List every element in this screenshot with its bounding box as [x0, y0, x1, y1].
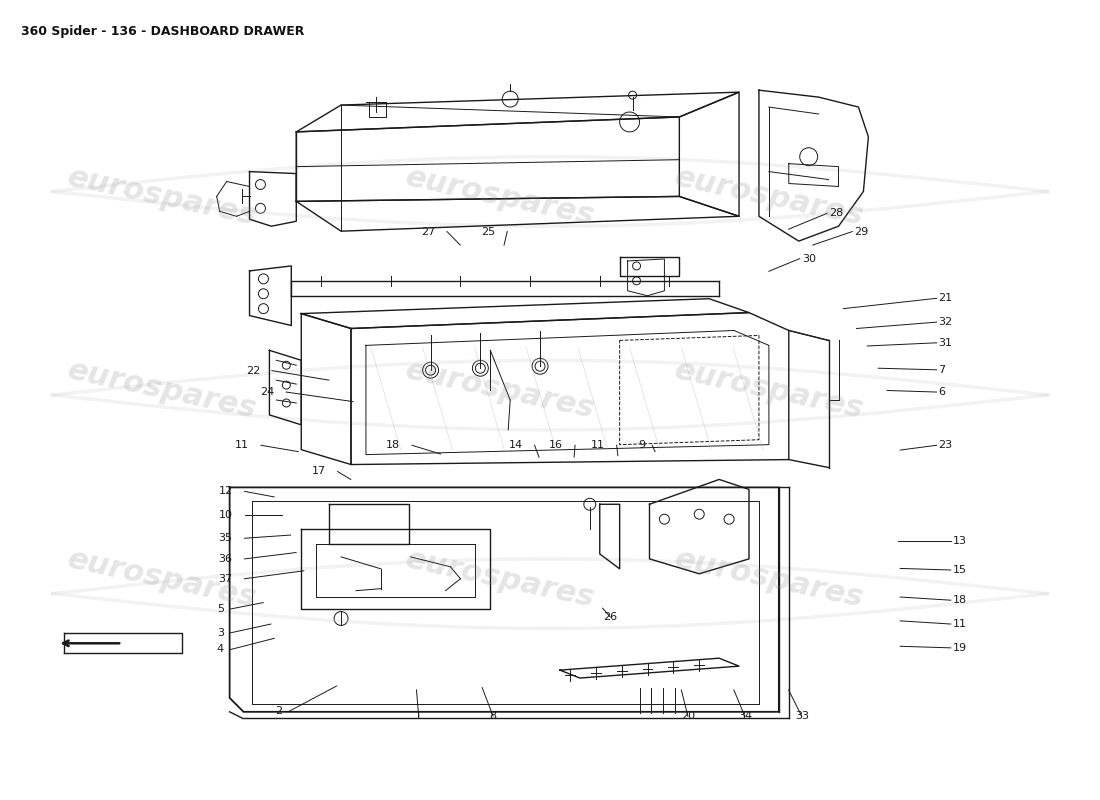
- Text: eurospares: eurospares: [403, 356, 597, 424]
- Text: 4: 4: [217, 645, 224, 654]
- Text: 12: 12: [219, 486, 232, 496]
- Text: 26: 26: [603, 612, 617, 622]
- Text: 37: 37: [219, 574, 232, 584]
- Text: 13: 13: [953, 537, 967, 546]
- Text: 11: 11: [953, 619, 967, 629]
- Text: eurospares: eurospares: [65, 162, 260, 230]
- Text: 25: 25: [481, 226, 495, 237]
- Text: 29: 29: [855, 226, 869, 237]
- Text: 10: 10: [219, 510, 232, 520]
- Text: 30: 30: [802, 254, 816, 263]
- Text: 6: 6: [938, 387, 946, 397]
- Text: 360 Spider - 136 - DASHBOARD DRAWER: 360 Spider - 136 - DASHBOARD DRAWER: [21, 25, 304, 38]
- Text: 3: 3: [217, 628, 224, 638]
- Text: 15: 15: [953, 565, 967, 575]
- Text: 21: 21: [938, 294, 953, 303]
- Text: 11: 11: [591, 440, 605, 450]
- Text: eurospares: eurospares: [65, 545, 260, 613]
- Text: 32: 32: [938, 317, 953, 327]
- Text: 22: 22: [245, 366, 260, 376]
- Text: 20: 20: [681, 711, 695, 721]
- Text: eurospares: eurospares: [672, 356, 866, 424]
- Text: eurospares: eurospares: [672, 545, 866, 613]
- Text: eurospares: eurospares: [403, 545, 597, 613]
- Text: 23: 23: [938, 440, 953, 450]
- Text: 18: 18: [386, 440, 400, 450]
- Text: eurospares: eurospares: [65, 356, 260, 424]
- Text: 2: 2: [275, 706, 282, 717]
- Text: 24: 24: [260, 387, 274, 397]
- Text: eurospares: eurospares: [672, 162, 866, 230]
- Text: 33: 33: [794, 711, 808, 721]
- Text: 7: 7: [938, 365, 946, 375]
- Text: 27: 27: [421, 226, 436, 237]
- Text: 11: 11: [235, 440, 249, 450]
- Text: 28: 28: [829, 208, 844, 218]
- Text: 8: 8: [490, 711, 497, 721]
- Text: 5: 5: [217, 604, 224, 614]
- Text: 19: 19: [953, 643, 967, 653]
- Text: 1: 1: [415, 711, 422, 721]
- Text: 18: 18: [953, 595, 967, 606]
- Text: eurospares: eurospares: [403, 162, 597, 230]
- Text: 36: 36: [219, 554, 232, 564]
- Text: 17: 17: [311, 466, 326, 477]
- Text: 35: 35: [219, 534, 232, 543]
- Text: 31: 31: [938, 338, 953, 348]
- Text: 14: 14: [508, 440, 522, 450]
- Text: 34: 34: [738, 711, 752, 721]
- Text: 16: 16: [549, 440, 563, 450]
- Text: 9: 9: [638, 440, 646, 450]
